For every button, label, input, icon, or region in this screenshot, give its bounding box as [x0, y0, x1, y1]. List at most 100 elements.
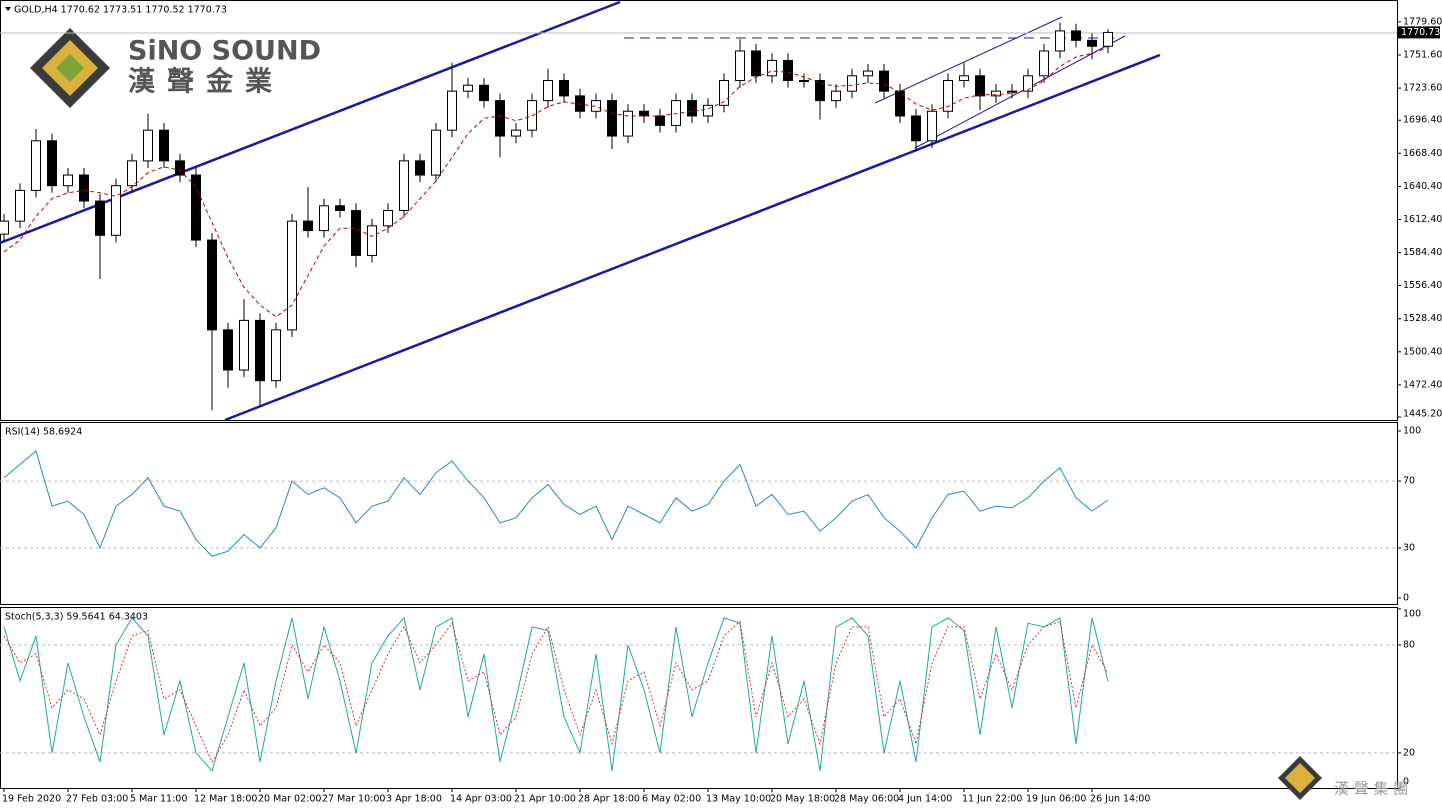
candle-body [671, 100, 682, 126]
candle-body [447, 90, 458, 131]
candle-body [1023, 75, 1034, 92]
menu-icon [5, 7, 11, 11]
candle-body [255, 319, 266, 382]
candle-body [287, 220, 298, 331]
candle-body [1007, 90, 1018, 93]
candle-body [911, 115, 922, 142]
candle-body [1039, 50, 1050, 77]
candle-body [335, 205, 346, 211]
y-tick-label: 1500.40 [1403, 346, 1442, 357]
candle-body [639, 110, 650, 117]
candle-body [223, 329, 234, 371]
candle-body [975, 75, 986, 97]
candle-body [575, 95, 586, 112]
candle-body [1071, 30, 1082, 41]
candle-body [15, 189, 26, 222]
candle-body [191, 174, 202, 241]
y-tick-label: 100 [1403, 609, 1421, 620]
candle-body [159, 129, 170, 162]
candle-body [559, 80, 570, 97]
x-tick-label: 4 Jun 14:00 [898, 794, 952, 805]
candle-body [527, 100, 538, 131]
candle-body [399, 160, 410, 212]
x-tick-label: 20 Mar 02:00 [258, 794, 321, 805]
y-tick-label: 0 [1403, 777, 1409, 788]
candle-body [831, 90, 842, 102]
candle-body [495, 100, 506, 137]
x-tick-label: 28 May 06:00 [834, 794, 899, 805]
y-tick-label: 1584.40 [1403, 247, 1442, 258]
x-tick-label: 3 Apr 18:00 [386, 794, 442, 805]
candle-body [767, 59, 778, 77]
candle-body [815, 80, 826, 102]
candle-body [895, 90, 906, 117]
candle-body [207, 239, 218, 331]
y-tick-label: 1640.40 [1403, 181, 1442, 192]
candle-body [463, 84, 474, 92]
watermark-inner [1285, 763, 1315, 793]
x-tick-label: 21 Apr 10:00 [514, 794, 576, 805]
x-tick-label: 6 May 02:00 [642, 794, 701, 805]
y-tick-label: 0 [1403, 592, 1409, 603]
x-tick-label: 14 Apr 03:00 [450, 794, 512, 805]
candle-body [655, 115, 666, 126]
y-tick-label: 1556.40 [1403, 280, 1442, 291]
candle-body [879, 70, 890, 92]
candle-body [111, 185, 122, 236]
y-tick-label: 1751.60 [1403, 49, 1442, 60]
candle-body [943, 80, 954, 112]
y-tick-label: 100 [1403, 426, 1421, 437]
y-tick-label: 1668.40 [1403, 148, 1442, 159]
y-tick-label: 1723.60 [1403, 83, 1442, 94]
frames [0, 0, 1398, 789]
x-tick-label: 13 May 10:00 [706, 794, 771, 805]
indicator-line [3, 620, 1109, 763]
candle-body [239, 319, 250, 371]
candle-body [799, 80, 810, 83]
candle-body [607, 100, 618, 137]
candle-body [927, 110, 938, 142]
candle-body [79, 174, 90, 202]
x-tick-label: 27 Feb 03:00 [66, 794, 128, 805]
x-tick-label: 20 May 18:00 [770, 794, 835, 805]
candle-body [351, 210, 362, 256]
candle-body [703, 104, 714, 117]
candle-body [431, 129, 442, 176]
candle-body [1087, 39, 1098, 47]
candle-body [1103, 31, 1114, 47]
logo-chinese: 漢聲金業 [128, 66, 284, 98]
indicator-line [3, 616, 1109, 772]
x-tick-label: 28 Apr 18:00 [578, 794, 640, 805]
candle-body [95, 200, 106, 236]
candle-body [143, 129, 154, 162]
price-tag [1398, 26, 1440, 39]
logo-name: SiNO SOUND [128, 36, 321, 67]
x-tick-label: 12 Mar 18:00 [194, 794, 257, 805]
y-tick-label: 1612.40 [1403, 214, 1442, 225]
y-tick-label: 70 [1403, 476, 1415, 487]
channel-line [874, 16, 1063, 104]
y-tick-label: 30 [1403, 542, 1415, 553]
candle-body [687, 100, 698, 117]
candle-body [415, 160, 426, 176]
watermark: 漢 聲 集 團 [1278, 756, 1408, 800]
y-tick-label: 1779.60 [1403, 16, 1442, 27]
candle-body [783, 59, 794, 82]
candle-body [0, 220, 10, 235]
x-tick-label: 5 Mar 11:00 [130, 794, 187, 805]
candle-body [303, 220, 314, 232]
candle-body [991, 90, 1002, 97]
x-tick-label: 27 Mar 10:00 [322, 794, 385, 805]
y-tick-label: 80 [1403, 639, 1415, 650]
candle-body [543, 80, 554, 102]
candle-body [623, 110, 634, 137]
candle-body [719, 80, 730, 106]
candle-body [383, 210, 394, 227]
candle-body [479, 84, 490, 102]
candle-body [751, 50, 762, 77]
candle-body [735, 50, 746, 82]
channel-line [914, 35, 1126, 149]
candle-body [319, 205, 330, 232]
